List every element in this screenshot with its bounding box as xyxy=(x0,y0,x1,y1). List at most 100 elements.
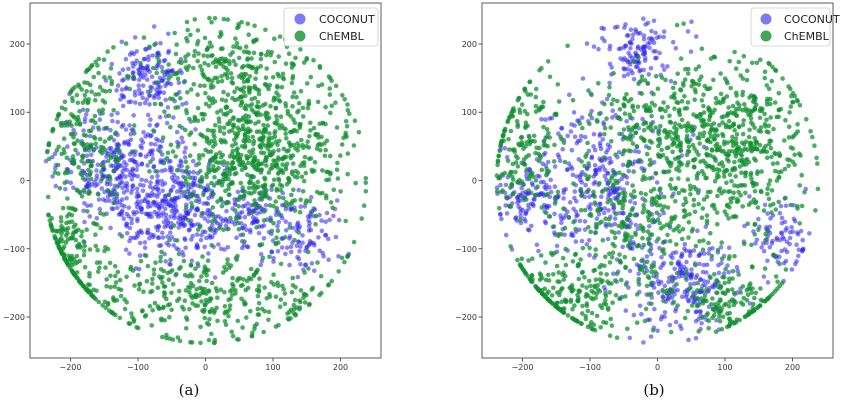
scatter-point-coconut xyxy=(148,204,153,209)
scatter-point-chembl xyxy=(69,123,74,128)
scatter-point-chembl xyxy=(85,209,90,214)
scatter-point-chembl xyxy=(725,204,730,209)
scatter-point-chembl xyxy=(754,182,759,187)
scatter-point-chembl xyxy=(665,233,670,238)
scatter-point-coconut xyxy=(714,318,719,323)
scatter-point-coconut xyxy=(765,259,770,264)
scatter-point-chembl xyxy=(77,84,82,89)
scatter-point-chembl xyxy=(228,296,233,301)
scatter-point-chembl xyxy=(55,241,60,246)
scatter-point-chembl xyxy=(551,272,556,277)
scatter-point-chembl xyxy=(274,106,279,111)
scatter-point-coconut xyxy=(311,241,316,246)
scatter-point-chembl xyxy=(220,79,225,84)
scatter-point-coconut xyxy=(630,37,635,42)
scatter-point-chembl xyxy=(611,97,616,102)
scatter-point-chembl xyxy=(214,152,219,157)
scatter-point-chembl xyxy=(758,116,763,121)
scatter-point-coconut xyxy=(719,261,724,266)
scatter-point-chembl xyxy=(178,265,183,270)
scatter-point-chembl xyxy=(718,71,723,76)
scatter-point-chembl xyxy=(250,211,255,216)
scatter-point-chembl xyxy=(545,144,550,149)
scatter-point-chembl xyxy=(137,287,142,292)
scatter-point-chembl xyxy=(184,205,189,210)
scatter-point-chembl xyxy=(732,321,737,326)
scatter-point-chembl xyxy=(169,308,174,313)
scatter-point-coconut xyxy=(119,176,124,181)
scatter-point-chembl xyxy=(235,254,240,259)
scatter-point-chembl xyxy=(323,122,328,127)
scatter-point-chembl xyxy=(607,93,612,98)
scatter-point-chembl xyxy=(91,294,96,299)
scatter-point-chembl xyxy=(725,157,730,162)
scatter-point-chembl xyxy=(626,164,631,169)
scatter-point-chembl xyxy=(205,139,210,144)
scatter-point-coconut xyxy=(587,238,592,243)
scatter-point-chembl xyxy=(284,136,289,141)
scatter-point-coconut xyxy=(546,160,551,165)
scatter-point-chembl xyxy=(630,105,635,110)
scatter-point-chembl xyxy=(507,147,512,152)
scatter-point-coconut xyxy=(141,189,146,194)
scatter-point-chembl xyxy=(547,135,552,140)
scatter-point-chembl xyxy=(143,314,148,319)
scatter-point-chembl xyxy=(265,296,270,301)
scatter-point-chembl xyxy=(263,184,268,189)
scatter-point-chembl xyxy=(720,257,725,262)
scatter-point-chembl xyxy=(59,219,64,224)
scatter-point-coconut xyxy=(156,91,161,96)
scatter-point-chembl xyxy=(298,198,303,203)
scatter-point-chembl xyxy=(182,259,187,264)
scatter-point-chembl xyxy=(201,117,206,122)
scatter-point-chembl xyxy=(629,137,634,142)
scatter-point-chembl xyxy=(139,259,144,264)
scatter-point-coconut xyxy=(608,144,613,149)
scatter-point-chembl xyxy=(311,286,316,291)
scatter-point-chembl xyxy=(251,142,256,147)
scatter-point-chembl xyxy=(236,152,241,157)
scatter-point-chembl xyxy=(222,159,227,164)
scatter-point-chembl xyxy=(703,298,708,303)
scatter-point-chembl xyxy=(275,118,280,123)
scatter-point-coconut xyxy=(571,234,576,239)
scatter-point-chembl xyxy=(292,90,297,95)
scatter-point-chembl xyxy=(636,55,641,60)
scatter-point-chembl xyxy=(302,60,307,65)
scatter-point-coconut xyxy=(578,178,583,183)
scatter-point-chembl xyxy=(83,93,88,98)
scatter-point-chembl xyxy=(226,17,231,22)
scatter-point-coconut xyxy=(503,146,508,151)
scatter-point-chembl xyxy=(224,113,229,118)
scatter-point-chembl xyxy=(199,299,204,304)
scatter-point-chembl xyxy=(210,78,215,83)
scatter-point-chembl xyxy=(228,154,233,159)
scatter-point-chembl xyxy=(73,148,78,153)
scatter-point-coconut xyxy=(133,35,138,40)
scatter-point-chembl xyxy=(220,97,225,102)
scatter-point-chembl xyxy=(188,33,193,38)
scatter-point-chembl xyxy=(810,135,815,140)
scatter-point-chembl xyxy=(152,267,157,272)
scatter-point-coconut xyxy=(119,203,124,208)
scatter-point-chembl xyxy=(131,149,136,154)
scatter-point-chembl xyxy=(85,288,90,293)
scatter-point-coconut xyxy=(575,213,580,218)
scatter-point-chembl xyxy=(710,316,715,321)
scatter-point-coconut xyxy=(184,101,189,106)
scatter-point-chembl xyxy=(344,119,349,124)
scatter-point-coconut xyxy=(631,32,636,37)
scatter-point-coconut xyxy=(154,123,159,128)
scatter-point-chembl xyxy=(150,281,155,286)
scatter-point-chembl xyxy=(701,92,706,97)
scatter-point-coconut xyxy=(626,72,631,77)
scatter-point-chembl xyxy=(730,297,735,302)
scatter-point-chembl xyxy=(214,286,219,291)
scatter-point-chembl xyxy=(263,102,268,107)
scatter-point-coconut xyxy=(289,250,294,255)
scatter-point-chembl xyxy=(220,180,225,185)
scatter-point-chembl xyxy=(609,139,614,144)
scatter-point-chembl xyxy=(746,293,751,298)
scatter-point-chembl xyxy=(332,188,337,193)
